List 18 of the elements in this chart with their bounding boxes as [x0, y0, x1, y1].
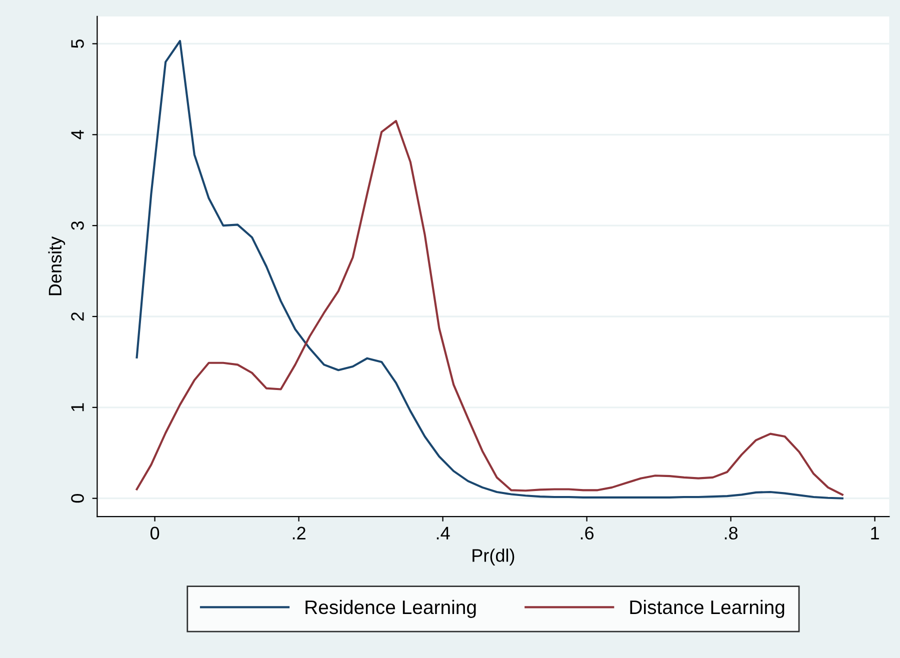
x-tick-label: .4: [436, 526, 450, 540]
legend-label: Residence Learning: [306, 600, 476, 618]
y-axis-title: Density: [48, 236, 66, 296]
x-tick-label: 0: [150, 526, 160, 540]
line-series: [136, 40, 844, 500]
x-tick-label: .8: [724, 526, 738, 540]
legend-label: Distance Learning: [630, 600, 784, 618]
line-series: [136, 120, 844, 496]
y-tick-label: 3: [71, 221, 84, 230]
x-tick-label: .6: [580, 526, 594, 540]
y-tick-label: 1: [71, 403, 84, 412]
x-tick-label: .2: [292, 526, 306, 540]
y-tick-label: 5: [71, 39, 84, 48]
x-tick-label: 1: [871, 526, 879, 540]
y-tick-label: 2: [71, 312, 84, 321]
y-tick-label: 0: [71, 494, 84, 503]
x-axis-title: Pr(dl): [472, 548, 514, 566]
y-tick-label: 4: [71, 130, 84, 140]
